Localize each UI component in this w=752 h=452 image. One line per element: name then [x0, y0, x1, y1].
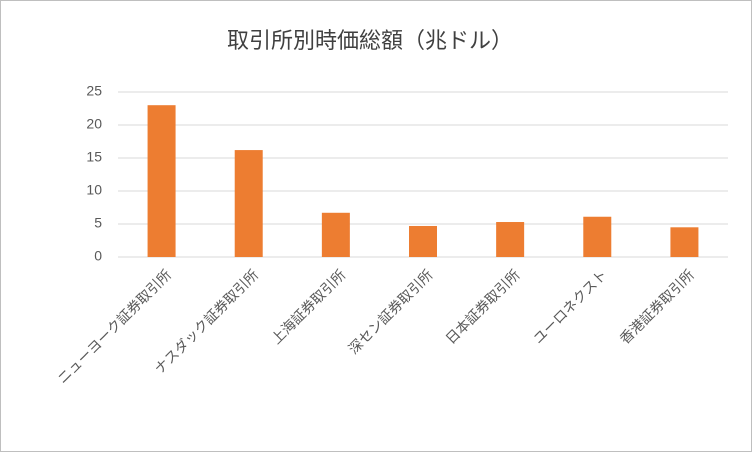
bar: [496, 222, 525, 257]
bar: [670, 227, 699, 257]
bar: [583, 216, 612, 257]
y-tick-label: 10: [86, 182, 102, 198]
y-tick-label: 25: [86, 83, 102, 99]
bar: [321, 212, 350, 257]
chart-title: 取引所別時価総額（兆ドル）: [227, 28, 513, 53]
bar: [147, 105, 176, 257]
y-tick-label: 5: [94, 215, 102, 231]
bar: [409, 225, 437, 257]
y-tick-label: 20: [86, 116, 102, 132]
bar: [234, 150, 263, 257]
y-tick-label: 0: [94, 248, 102, 264]
y-tick-label: 15: [86, 149, 102, 165]
